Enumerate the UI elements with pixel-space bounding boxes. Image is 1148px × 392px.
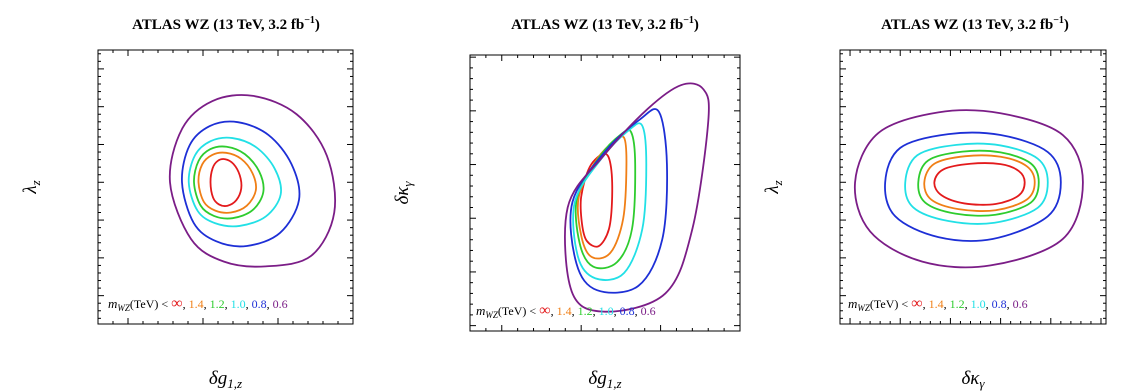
chart-title: ATLAS WZ (13 TeV, 3.2 fb−1) — [511, 15, 699, 33]
legend-entry: 1.0 — [599, 304, 614, 318]
legend: mWZ(TeV) < ∞, 1.4, 1.2, 1.0, 0.8, 0.6 — [848, 295, 1028, 313]
contour-inf — [933, 162, 1026, 206]
y-axis-label: δκγ — [392, 181, 415, 205]
contour-1-2 — [193, 145, 265, 220]
plot-frame — [97, 49, 354, 325]
legend: mWZ(TeV) < ∞, 1.4, 1.2, 1.0, 0.8, 0.6 — [476, 302, 656, 320]
legend-entry: 1.4 — [929, 297, 944, 311]
chart-panel-3: ATLAS WZ (13 TeV, 3.2 fb−1) δκγ λz mWZ(TeV)… — [762, 15, 1107, 391]
y-axis-label: λz — [20, 180, 43, 194]
legend-entry: 0.8 — [252, 297, 267, 311]
legend-entry: 1.0 — [231, 297, 246, 311]
legend-entry: 1.2 — [578, 304, 593, 318]
plot-frame — [839, 49, 1107, 325]
plot-frame — [469, 54, 741, 332]
legend-entry: 1.2 — [210, 297, 225, 311]
legend-entry: 0.6 — [641, 304, 656, 318]
contour-0-6 — [564, 82, 710, 313]
contour-0-8 — [884, 131, 1062, 242]
contour-1-0 — [187, 136, 282, 228]
contour-0-6 — [853, 109, 1084, 269]
legend-entry: 1.2 — [950, 297, 965, 311]
legend-entry: 0.8 — [620, 304, 635, 318]
contour-0-8 — [181, 120, 301, 248]
contour-1-2 — [917, 149, 1040, 217]
legend: mWZ(TeV) < ∞, 1.4, 1.2, 1.0, 0.8, 0.6 — [108, 295, 288, 313]
legend-entry: 1.4 — [557, 304, 572, 318]
contour-0-6 — [168, 94, 337, 268]
contour-inf — [579, 152, 614, 248]
legend-entry: ∞ — [911, 295, 922, 312]
contour-inf — [209, 158, 243, 207]
contour-1-0 — [904, 142, 1049, 225]
legend-entry: ∞ — [171, 295, 182, 312]
contour-1-2 — [574, 128, 637, 270]
x-axis-label: δg1,z — [209, 368, 242, 391]
legend-entry: 0.6 — [1013, 297, 1028, 311]
contour-0-8 — [569, 108, 669, 294]
legend-entry: 1.4 — [189, 297, 204, 311]
chart-title: ATLAS WZ (13 TeV, 3.2 fb−1) — [881, 15, 1069, 33]
chart-title: ATLAS WZ (13 TeV, 3.2 fb−1) — [132, 15, 320, 33]
legend-entry: 1.0 — [971, 297, 986, 311]
x-axis-label: δg1,z — [588, 368, 621, 391]
legend-entry: ∞ — [539, 302, 550, 319]
x-axis-label: δκγ — [961, 368, 985, 391]
legend-entry: 0.6 — [273, 297, 288, 311]
chart-panel-1: ATLAS WZ (13 TeV, 3.2 fb−1) δg1,z λz mWZ(Te… — [20, 15, 354, 391]
legend-entry: 0.8 — [992, 297, 1007, 311]
y-axis-label: λz — [762, 180, 785, 194]
contour-1-4 — [923, 154, 1036, 212]
contour-1-4 — [197, 151, 257, 214]
chart-panel-2: ATLAS WZ (13 TeV, 3.2 fb−1) δg1,z δκγ mWZ(T… — [392, 15, 741, 391]
